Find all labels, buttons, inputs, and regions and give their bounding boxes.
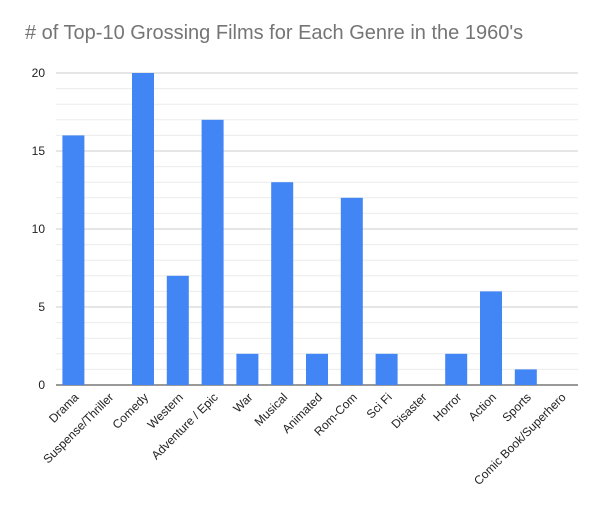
y-axis-ticks: 0 5 10 15 20 [32,66,46,392]
x-category-label: Disaster [388,390,429,431]
y-tick-label: 0 [38,378,45,392]
x-category-label: Comedy [110,390,151,431]
bar [375,353,398,385]
bar [236,353,259,385]
y-tick-label: 15 [32,144,46,158]
bar [201,119,224,386]
bar [340,197,363,385]
x-category-label: Action [466,390,499,423]
bar [480,291,502,385]
bars [62,73,537,386]
bar [62,135,85,385]
bar [445,353,468,385]
y-tick-label: 20 [32,66,46,80]
bar [514,369,537,385]
x-axis-labels: DramaSuspense/ThrillerComedyWesternAdven… [40,390,569,488]
y-tick-label: 5 [38,300,45,314]
bar [166,275,189,385]
chart-title: # of Top-10 Grossing Films for Each Genr… [25,22,524,44]
x-category-label: Horror [430,390,464,424]
bar [271,182,294,385]
y-tick-label: 10 [32,222,46,236]
bar [132,73,154,385]
bar [306,353,328,385]
x-category-label: War [230,390,255,415]
x-category-label: Sci Fi [364,390,395,421]
